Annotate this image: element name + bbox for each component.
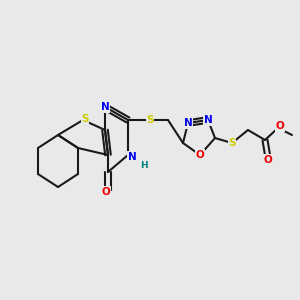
Text: S: S <box>228 138 236 148</box>
Text: N: N <box>184 118 192 128</box>
Text: N: N <box>100 102 109 112</box>
Text: S: S <box>81 114 89 124</box>
Text: S: S <box>146 115 154 125</box>
Text: O: O <box>276 121 284 131</box>
Text: N: N <box>204 115 212 125</box>
Text: H: H <box>140 160 148 169</box>
Text: O: O <box>196 150 204 160</box>
Text: O: O <box>264 155 272 165</box>
Text: N: N <box>128 152 136 162</box>
Text: O: O <box>102 187 110 197</box>
